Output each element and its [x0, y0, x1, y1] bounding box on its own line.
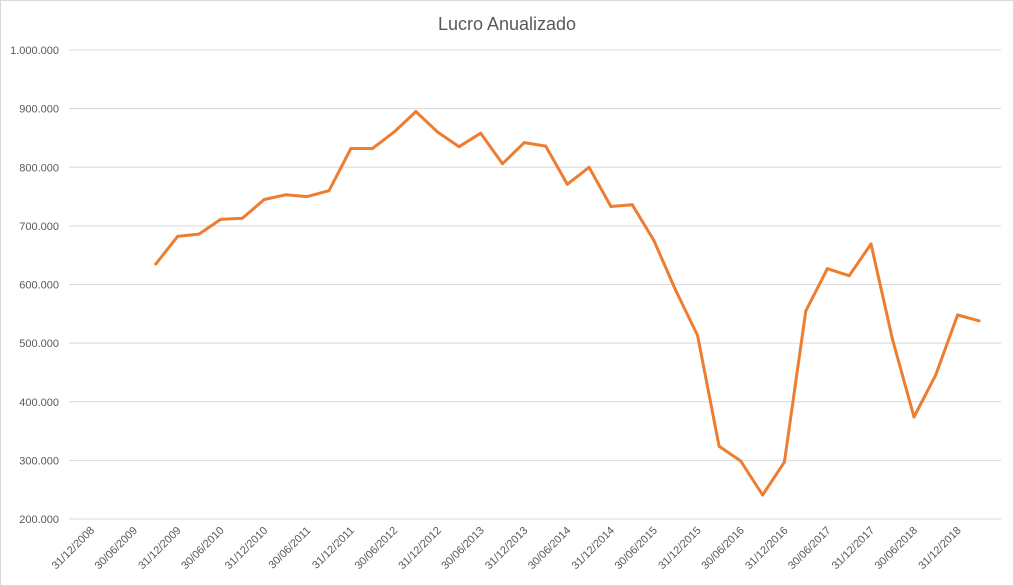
data-point [739, 459, 743, 463]
y-tick-label: 200.000 [19, 514, 59, 526]
x-tick-label: 31/12/2017 [830, 525, 877, 572]
x-tick-label: 30/06/2018 [873, 525, 920, 572]
data-point [349, 146, 353, 150]
data-point [804, 309, 808, 313]
y-tick-label: 700.000 [19, 221, 59, 233]
x-tick-label: 30/06/2016 [699, 525, 746, 572]
series-line [154, 110, 981, 497]
data-point [587, 165, 591, 169]
data-point [457, 145, 461, 149]
y-tick-label: 300.000 [19, 455, 59, 467]
data-point [479, 131, 483, 135]
x-tick-label: 31/12/2016 [743, 525, 790, 572]
data-point [890, 337, 894, 341]
data-point [782, 460, 786, 464]
data-point [956, 313, 960, 317]
data-point [262, 197, 266, 201]
data-point [717, 444, 721, 448]
data-point [240, 216, 244, 220]
data-point [154, 262, 158, 266]
x-tick-label: 30/06/2009 [93, 525, 140, 572]
x-tick-label: 31/12/2010 [223, 525, 270, 572]
x-tick-label: 31/12/2012 [396, 525, 443, 572]
x-tick-label: 31/12/2009 [136, 525, 183, 572]
x-tick-label: 30/06/2012 [353, 525, 400, 572]
data-point [847, 274, 851, 278]
data-point [544, 144, 548, 148]
data-point [630, 203, 634, 207]
data-point [414, 110, 418, 114]
data-point [912, 415, 916, 419]
y-tick-label: 900.000 [19, 104, 59, 116]
data-point [674, 288, 678, 292]
data-point [609, 205, 613, 209]
data-point [370, 146, 374, 150]
data-point [565, 182, 569, 186]
y-tick-label: 600.000 [19, 280, 59, 292]
data-point [176, 234, 180, 238]
x-tick-label: 31/12/2018 [916, 525, 963, 572]
data-point [977, 319, 981, 323]
x-tick-label: 30/06/2010 [179, 525, 226, 572]
x-tick-label: 30/06/2017 [786, 525, 833, 572]
data-point [869, 242, 873, 246]
data-point [825, 267, 829, 271]
data-point [392, 130, 396, 134]
data-point [327, 189, 331, 193]
y-tick-label: 800.000 [19, 162, 59, 174]
data-point [500, 162, 504, 166]
data-point [436, 130, 440, 134]
x-tick-label: 30/06/2013 [439, 525, 486, 572]
y-tick-label: 500.000 [19, 338, 59, 350]
x-tick-label: 31/12/2011 [310, 525, 357, 572]
data-point [761, 493, 765, 497]
data-point [696, 334, 700, 338]
data-point [219, 217, 223, 221]
data-point [652, 239, 656, 243]
data-point [197, 232, 201, 236]
chart-title: Lucro Anualizado [437, 14, 577, 34]
x-tick-label: 31/12/2015 [656, 525, 703, 572]
y-tick-label: 400.000 [19, 397, 59, 409]
x-tick-label: 30/06/2011 [266, 525, 313, 572]
data-point [284, 193, 288, 197]
data-point [934, 373, 938, 377]
x-tick-label: 31/12/2014 [570, 525, 617, 572]
x-tick-label: 30/06/2015 [613, 525, 660, 572]
data-point [305, 195, 309, 199]
x-tick-label: 30/06/2014 [526, 525, 573, 572]
y-tick-label: 1.000.000 [10, 45, 59, 57]
x-tick-label: 31/12/2013 [483, 525, 530, 572]
data-point [522, 141, 526, 145]
x-tick-label: 31/12/2008 [50, 525, 97, 572]
